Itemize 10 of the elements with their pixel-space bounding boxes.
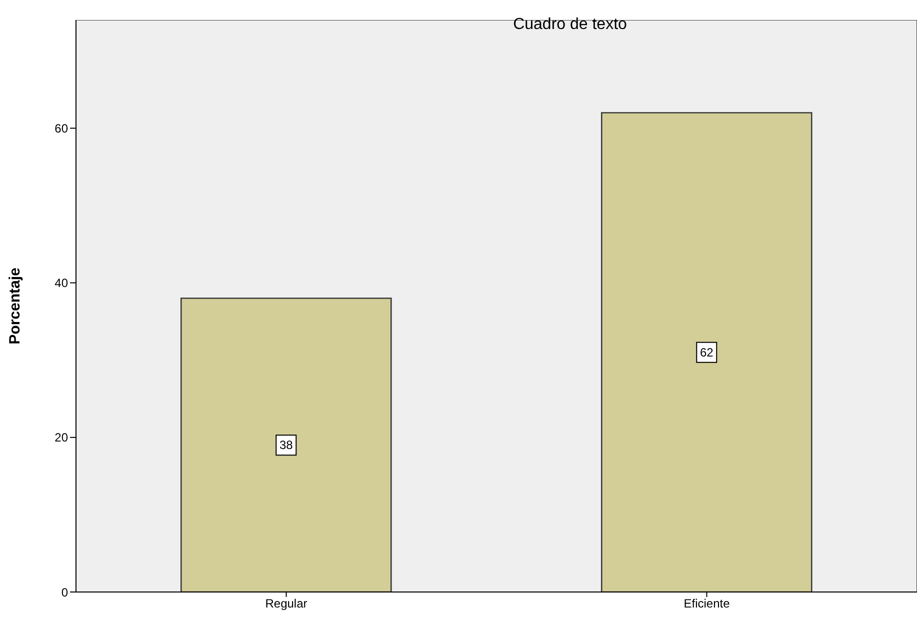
annotation: Cuadro de texto bbox=[512, 16, 628, 34]
data-label: 38 bbox=[279, 438, 294, 452]
y-tick-label: 40 bbox=[54, 276, 68, 290]
y-tick-label: 20 bbox=[54, 430, 68, 445]
y-tick-label: 60 bbox=[54, 121, 68, 136]
y-axis-title: Porcentaje bbox=[6, 268, 24, 344]
x-tick-label: Regular bbox=[265, 596, 308, 611]
data-label: 62 bbox=[700, 345, 714, 360]
y-tick-label: 0 bbox=[61, 585, 68, 600]
x-tick-label: Eficiente bbox=[684, 596, 730, 611]
